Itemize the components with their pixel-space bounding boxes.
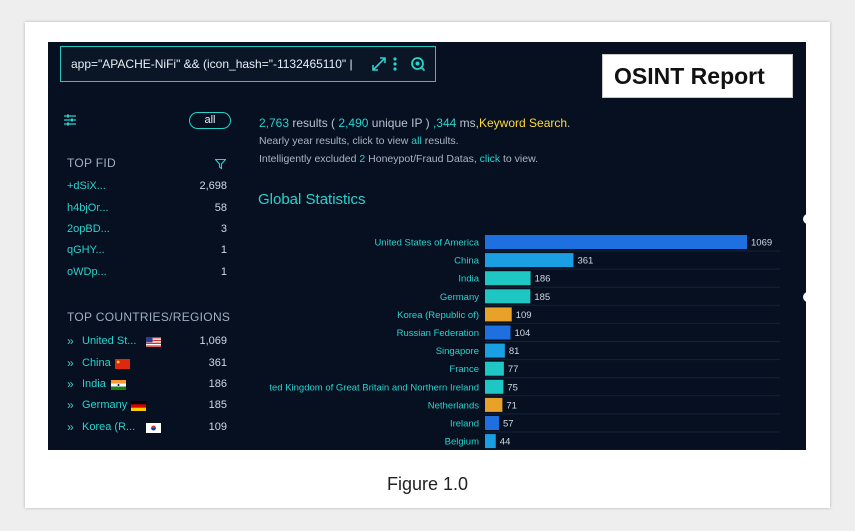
bar-value-label: 71 <box>506 400 517 411</box>
country-row[interactable]: » Korea (R... 109 <box>67 420 227 434</box>
fid-row[interactable]: oWDp... 1 <box>67 266 227 278</box>
bar-category-label: United States of America <box>374 238 479 249</box>
double-chevron-icon: » <box>67 377 74 391</box>
bar-category-label: China <box>454 256 480 267</box>
bar-value-label: 77 <box>508 364 519 375</box>
global-statistics-title: Global Statistics <box>258 191 366 208</box>
bar-value-label: 104 <box>514 328 530 339</box>
bar-category-label: Belgium <box>445 437 479 448</box>
bar-category-label: France <box>449 364 479 375</box>
bar-category-label: Germany <box>440 292 479 303</box>
side-handle-top[interactable] <box>803 214 806 224</box>
results-summary: 2,763 results ( 2,490 unique IP ) ,344 m… <box>259 116 571 130</box>
figure-caption: Figure 1.0 <box>386 474 469 494</box>
germany-flag <box>131 401 146 411</box>
fid-row[interactable]: 2opBD... 3 <box>67 223 227 235</box>
bar-category-label: Singapore <box>436 346 479 357</box>
search-scan-icon[interactable] <box>410 56 426 75</box>
more-vertical-icon[interactable] <box>392 56 398 75</box>
side-handle-bottom[interactable] <box>803 292 806 302</box>
country-row[interactable]: » United St... 1,069 <box>67 334 227 348</box>
us-flag <box>146 337 161 347</box>
china-flag <box>115 359 130 369</box>
chart-bar[interactable] <box>485 416 499 430</box>
fid-row[interactable]: h4bjOr... 58 <box>67 202 227 214</box>
bar-category-label: Netherlands <box>428 400 479 411</box>
funnel-icon[interactable] <box>214 156 227 174</box>
bar-category-label: ted Kingdom of Great Britain and Norther… <box>269 382 479 393</box>
bar-value-label: 81 <box>509 346 520 357</box>
country-row[interactable]: » Germany 185 <box>67 398 227 412</box>
expand-icon[interactable] <box>371 56 387 75</box>
fid-row[interactable]: qGHY... 1 <box>67 244 227 256</box>
bar-category-label: Ireland <box>450 419 479 430</box>
search-input[interactable] <box>71 57 356 71</box>
chart-bar[interactable] <box>485 235 747 249</box>
country-row[interactable]: » China 361 <box>67 356 227 370</box>
click-to-view-link[interactable]: click <box>479 153 501 165</box>
bar-value-label: 44 <box>500 437 511 448</box>
chart-bar[interactable] <box>485 397 503 412</box>
double-chevron-icon: » <box>67 420 74 434</box>
osint-report-banner: OSINT Report <box>602 54 793 98</box>
keyword-search-link[interactable]: ,Keyword Search <box>475 116 568 130</box>
screenshot: OSINT Report all TOP FID +dSiX...2,698 h… <box>48 42 806 450</box>
top-countries-title: TOP COUNTRIES/REGIONS <box>67 310 231 324</box>
double-chevron-icon: » <box>67 398 74 412</box>
country-row[interactable]: » India 186 <box>67 377 227 391</box>
top-fid-title: TOP FID <box>67 156 116 170</box>
bar-value-label: 361 <box>577 256 593 267</box>
bar-category-label: India <box>458 274 479 285</box>
global-statistics-chart: United States of America 1069 China 361 Indi… <box>269 235 780 450</box>
bar-value-label: 57 <box>503 419 514 430</box>
chart-bar[interactable] <box>485 379 504 394</box>
chart-bar[interactable] <box>485 253 574 268</box>
bar-value-label: 185 <box>534 292 550 303</box>
honeypot-note: Intelligently excluded 2 Honeypot/Fraud … <box>259 153 539 165</box>
fid-row[interactable]: +dSiX... 2,698 <box>67 180 227 192</box>
search-bar[interactable] <box>60 46 436 82</box>
india-flag <box>111 380 126 390</box>
chart-bar[interactable] <box>485 325 511 340</box>
chart-bar[interactable] <box>485 434 496 449</box>
filter-settings-icon[interactable] <box>64 113 76 131</box>
double-chevron-icon: » <box>67 356 74 370</box>
bar-value-label: 75 <box>507 382 518 393</box>
chart-bar[interactable] <box>485 361 504 376</box>
bar-category-label: Korea (Republic of) <box>397 310 479 321</box>
bar-category-label: Russian Federation <box>397 328 479 339</box>
bar-value-label: 1069 <box>751 238 772 249</box>
chart-bar[interactable] <box>485 343 505 358</box>
bar-value-label: 109 <box>516 310 532 321</box>
year-results-note: Nearly year results, click to view all r… <box>259 135 459 147</box>
view-all-link[interactable]: all <box>411 135 422 147</box>
chart-bar[interactable] <box>485 307 512 322</box>
all-filter-button[interactable]: all <box>189 112 231 129</box>
korea-flag <box>146 423 161 433</box>
bar-value-label: 186 <box>535 274 551 285</box>
chart-bar[interactable] <box>485 289 531 304</box>
double-chevron-icon: » <box>67 334 74 348</box>
chart-bar[interactable] <box>485 271 531 286</box>
